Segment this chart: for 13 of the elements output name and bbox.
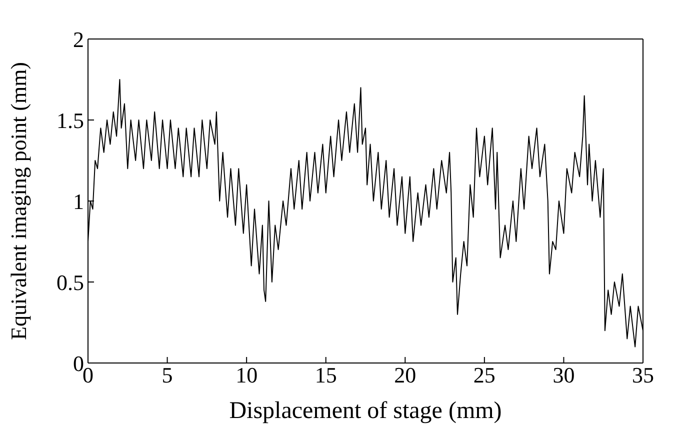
x-tick-label: 5 bbox=[162, 362, 173, 388]
y-tick-label: 1.5 bbox=[56, 108, 84, 133]
x-tick-label: 25 bbox=[473, 362, 496, 388]
x-tick-label: 15 bbox=[314, 362, 337, 388]
y-tick-label: 0.5 bbox=[56, 270, 84, 295]
x-tick-label: 35 bbox=[632, 362, 654, 388]
y-tick-label: 2 bbox=[73, 26, 84, 52]
x-axis-title: Displacement of stage (mm) bbox=[229, 398, 502, 424]
y-axis-title: Equivalent imaging point (mm) bbox=[6, 62, 31, 340]
x-tick-label: 10 bbox=[236, 362, 258, 388]
x-tick-label: 30 bbox=[552, 362, 575, 388]
x-tick-label: 20 bbox=[394, 362, 416, 388]
y-tick-label: 1 bbox=[73, 188, 84, 214]
